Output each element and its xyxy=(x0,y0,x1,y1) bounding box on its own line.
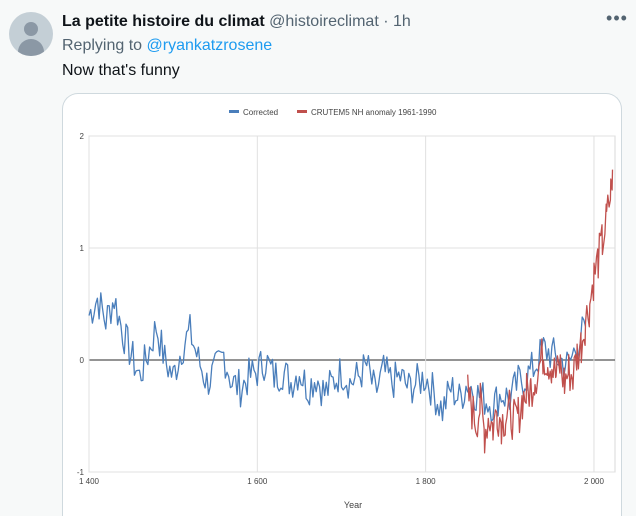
avatar-body xyxy=(18,39,44,56)
plot-frame xyxy=(88,135,616,473)
y-tick-label: -1 xyxy=(77,468,85,477)
chart-series xyxy=(88,169,614,454)
x-tick-label: 1 600 xyxy=(247,477,268,486)
legend-label: CRUTEM5 NH anomaly 1961-1990 xyxy=(311,108,437,117)
y-tick-label: 1 xyxy=(80,244,85,253)
chart-legend: Corrected CRUTEM5 NH anomaly 1961-1990 xyxy=(229,108,437,117)
author-name[interactable]: La petite histoire du climat xyxy=(62,13,265,30)
legend-label: Corrected xyxy=(243,108,278,117)
chart-grid xyxy=(88,135,616,473)
more-horizontal-icon[interactable]: ••• xyxy=(606,8,628,28)
series-line-crutem5 xyxy=(467,169,614,454)
chart-ticks: -1 0 1 2 1 400 1 600 1 800 2 000 xyxy=(77,132,605,486)
series-line-corrected xyxy=(88,292,587,423)
replying-to-line: Replying to @ryankatzrosene xyxy=(62,36,272,56)
legend-swatch xyxy=(297,110,307,113)
tweet-media-chart[interactable]: -1 0 1 2 1 400 1 600 1 800 2 000 Corrected CRUTE… xyxy=(62,93,622,516)
tweet-header: La petite histoire du climat @histoirecl… xyxy=(62,12,411,32)
replying-prefix: Replying to xyxy=(62,37,143,54)
avatar-head xyxy=(24,22,38,36)
avatar[interactable] xyxy=(9,12,53,56)
y-tick-label: 0 xyxy=(80,356,85,365)
separator-dot: · xyxy=(383,13,389,30)
legend-swatch xyxy=(229,110,239,113)
tweet-text: Now that's funny xyxy=(62,62,180,79)
y-tick-label: 2 xyxy=(80,132,85,141)
x-tick-label: 1 400 xyxy=(79,477,100,486)
author-handle[interactable]: @histoireclimat xyxy=(269,13,379,30)
tweet-timestamp[interactable]: 1h xyxy=(393,13,411,30)
replying-to-link[interactable]: @ryankatzrosene xyxy=(146,37,273,54)
x-tick-label: 2 000 xyxy=(584,477,605,486)
x-tick-label: 1 800 xyxy=(416,477,437,486)
x-axis-label: Year xyxy=(344,500,362,510)
temperature-chart: -1 0 1 2 1 400 1 600 1 800 2 000 Corrected CRUTE… xyxy=(77,108,616,510)
